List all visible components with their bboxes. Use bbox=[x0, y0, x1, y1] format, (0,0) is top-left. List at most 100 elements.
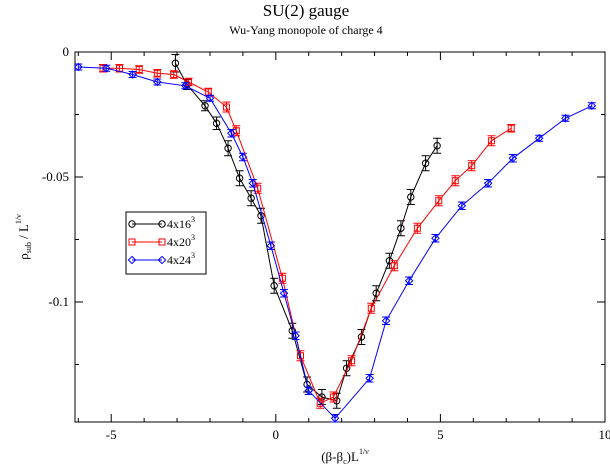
legend-label-base: 4x20 bbox=[167, 235, 191, 249]
data-point bbox=[404, 276, 414, 286]
legend-marker-end bbox=[158, 220, 166, 228]
data-point bbox=[457, 201, 467, 211]
data-point bbox=[587, 101, 597, 111]
legend-label-sup: 3 bbox=[191, 251, 195, 260]
data-point bbox=[152, 77, 162, 87]
legend-marker-end bbox=[157, 255, 167, 265]
data-point bbox=[73, 62, 83, 72]
y-label-base: ρ bbox=[16, 253, 31, 260]
data-point bbox=[534, 133, 544, 143]
data-point bbox=[248, 178, 258, 188]
y-tick-label: 0 bbox=[63, 44, 70, 59]
data-point bbox=[171, 59, 180, 67]
data-point bbox=[330, 413, 340, 423]
data-point bbox=[367, 304, 375, 312]
data-point bbox=[303, 380, 311, 389]
y-label-mid: / L bbox=[16, 224, 31, 242]
y-label-sub: sub bbox=[24, 242, 33, 253]
legend-marker-start bbox=[128, 220, 136, 228]
data-point bbox=[348, 357, 356, 365]
data-point bbox=[468, 162, 476, 170]
data-point bbox=[180, 81, 190, 91]
x-label-close: )L bbox=[347, 449, 359, 464]
data-point bbox=[227, 128, 236, 138]
data-point bbox=[232, 127, 240, 135]
data-point bbox=[381, 316, 391, 326]
data-point bbox=[407, 193, 415, 201]
data-point bbox=[279, 288, 289, 298]
data-point bbox=[487, 137, 495, 145]
data-point bbox=[421, 159, 430, 167]
data-point bbox=[247, 194, 255, 202]
data-point bbox=[222, 103, 230, 111]
chart-title: SU(2) gauge bbox=[263, 1, 349, 20]
series-line bbox=[78, 66, 593, 420]
legend-label-sup: 3 bbox=[191, 233, 195, 242]
x-tick-label: 5 bbox=[437, 427, 444, 442]
legend-label-sup: 3 bbox=[191, 215, 195, 224]
x-tick-label: 0 bbox=[273, 427, 280, 442]
data-point bbox=[291, 331, 300, 341]
legend-label-base: 4x24 bbox=[167, 253, 191, 267]
data-point bbox=[435, 197, 443, 205]
data-point bbox=[270, 282, 278, 290]
data-point bbox=[451, 177, 459, 185]
x-tick-label: -5 bbox=[106, 427, 117, 442]
chart-subtitle: Wu-Yang monopole of charge 4 bbox=[229, 23, 382, 37]
data-point bbox=[561, 113, 570, 123]
series-layer bbox=[73, 54, 597, 423]
data-point bbox=[288, 327, 296, 335]
data-point bbox=[390, 262, 398, 270]
data-point bbox=[316, 399, 324, 407]
data-point bbox=[507, 124, 515, 132]
data-point bbox=[224, 144, 232, 152]
data-point bbox=[365, 373, 374, 383]
legend-marker-end bbox=[158, 238, 166, 246]
legend-label: 4x203 bbox=[167, 233, 195, 249]
x-axis-label: (β-βc)L1/ν bbox=[321, 447, 369, 466]
data-point bbox=[212, 119, 221, 127]
x-tick-label: 10 bbox=[599, 427, 610, 442]
data-point bbox=[235, 174, 244, 182]
legend-label-base: 4x16 bbox=[167, 217, 191, 231]
data-point bbox=[296, 352, 304, 360]
data-point bbox=[153, 69, 161, 77]
legend-box bbox=[125, 211, 207, 275]
axis-ticks: -5 0 5 10 0 -0.05 -0.1 bbox=[42, 44, 610, 442]
data-point bbox=[433, 142, 441, 150]
data-point bbox=[431, 233, 440, 243]
legend-label: 4x243 bbox=[167, 251, 195, 267]
y-label-sup: 1/ν bbox=[14, 214, 23, 224]
legend-label: 4x163 bbox=[167, 215, 195, 231]
x-label-base: (β-β bbox=[321, 449, 343, 464]
data-point bbox=[329, 393, 337, 401]
series-4x24 bbox=[73, 62, 597, 423]
data-point bbox=[413, 224, 421, 232]
data-point bbox=[397, 224, 405, 232]
data-point bbox=[170, 71, 178, 78]
plot-area: -5 0 5 10 0 -0.05 -0.1 bbox=[42, 44, 610, 442]
data-point bbox=[201, 102, 209, 110]
y-tick-label: -0.05 bbox=[42, 169, 69, 184]
legend-marker-start bbox=[127, 255, 137, 265]
data-point bbox=[128, 70, 137, 79]
data-point bbox=[304, 386, 314, 396]
data-point bbox=[238, 152, 248, 162]
series-4x16 bbox=[171, 54, 442, 409]
data-point bbox=[483, 178, 493, 188]
series-line bbox=[174, 63, 438, 402]
data-point bbox=[101, 63, 111, 73]
y-tick-label: -0.1 bbox=[48, 294, 69, 309]
plot-frame bbox=[74, 51, 606, 423]
data-point bbox=[266, 241, 276, 251]
x-label-sup: 1/ν bbox=[359, 447, 369, 456]
data-point bbox=[135, 66, 143, 73]
y-axis-label: ρsub / L1/ν bbox=[14, 214, 33, 260]
legend-marker-start bbox=[128, 238, 136, 246]
x-label-sub: c bbox=[343, 457, 347, 466]
data-point bbox=[205, 93, 215, 103]
data-point bbox=[508, 153, 518, 163]
